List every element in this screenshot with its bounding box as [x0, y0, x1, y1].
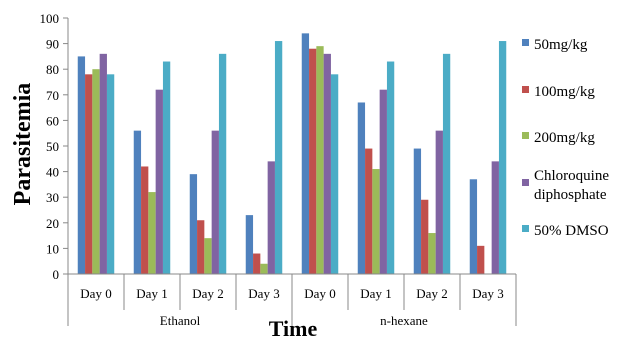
y-axis-label: Parasitemia	[10, 83, 36, 206]
bar	[267, 161, 275, 274]
legend-label: 100mg/kg	[534, 84, 595, 100]
bar	[491, 161, 499, 274]
bar	[189, 174, 198, 274]
x-tick-label: Day 0	[304, 286, 335, 301]
legend-swatch	[522, 132, 529, 139]
bar	[77, 56, 86, 275]
bar	[253, 253, 261, 274]
bar	[498, 41, 507, 274]
x-tick-label: Day 1	[360, 286, 391, 301]
bar	[211, 130, 219, 274]
legend: 50mg/kg 100mg/kg 200mg/kg Chloroquine diphos…	[522, 37, 609, 239]
bar	[372, 169, 380, 274]
bar	[162, 61, 171, 274]
y-tick-label: 40	[46, 165, 59, 180]
legend-label: 50mg/kg	[534, 37, 588, 53]
bar	[379, 89, 387, 275]
bar	[421, 199, 429, 274]
x-tick-label: Day 1	[136, 286, 167, 301]
bar	[386, 61, 395, 274]
bar	[477, 245, 485, 274]
bar	[357, 102, 366, 274]
bar	[330, 74, 339, 274]
bar	[435, 130, 443, 274]
bar	[218, 53, 227, 275]
legend-swatch	[522, 179, 529, 186]
x-tick-label: Day 0	[80, 286, 111, 301]
y-tick-label: 70	[46, 88, 59, 103]
x-axis-label: Time	[269, 316, 318, 339]
bar	[274, 41, 283, 274]
bar	[106, 74, 115, 274]
y-tick-label: 10	[46, 241, 59, 256]
legend-label: 50% DMSO	[534, 223, 609, 239]
bar	[155, 89, 163, 275]
x-group-label: n-hexane	[380, 313, 428, 328]
legend-swatch	[522, 225, 529, 232]
y-tick-label: 0	[53, 267, 60, 282]
bar	[148, 192, 156, 274]
x-tick-label: Day 2	[416, 286, 447, 301]
legend-swatch	[522, 86, 529, 93]
x-axis: Day 0 Day 1 Day 2 Day 3 Ethanol Day 0 Day 1 Day…	[67, 273, 517, 328]
x-group-label: Ethanol	[160, 313, 201, 328]
bar	[323, 53, 331, 275]
bar	[245, 215, 254, 274]
x-tick-label: Day 3	[248, 286, 279, 301]
bar	[141, 166, 149, 274]
y-tick-label: 50	[46, 139, 59, 154]
bar	[309, 48, 317, 274]
y-tick-label: 100	[40, 11, 60, 26]
bar	[92, 69, 100, 274]
bar	[442, 53, 451, 275]
bar	[365, 148, 373, 274]
y-tick-label: 30	[46, 190, 59, 205]
x-tick-label: Day 3	[472, 286, 503, 301]
bar	[469, 179, 478, 274]
bar	[197, 220, 205, 274]
bar	[133, 130, 142, 274]
bar	[428, 233, 436, 274]
y-tick-label: 90	[46, 37, 59, 52]
y-tick-label: 60	[46, 113, 59, 128]
bar	[260, 263, 268, 274]
bars	[77, 33, 507, 275]
bar	[204, 238, 212, 274]
legend-swatch	[522, 39, 529, 46]
bar	[85, 74, 93, 274]
bar	[413, 148, 422, 274]
y-tick-label: 80	[46, 62, 59, 77]
bar	[99, 53, 107, 275]
x-tick-label: Day 2	[192, 286, 223, 301]
bar	[316, 46, 324, 274]
y-axis: 0 10 20 30 40 50 60 70 80 90 100	[40, 11, 69, 282]
bar	[301, 33, 310, 274]
legend-label: 200mg/kg	[534, 130, 595, 146]
y-tick-label: 20	[46, 216, 59, 231]
legend-label: Chloroquine diphosphate	[534, 168, 609, 203]
